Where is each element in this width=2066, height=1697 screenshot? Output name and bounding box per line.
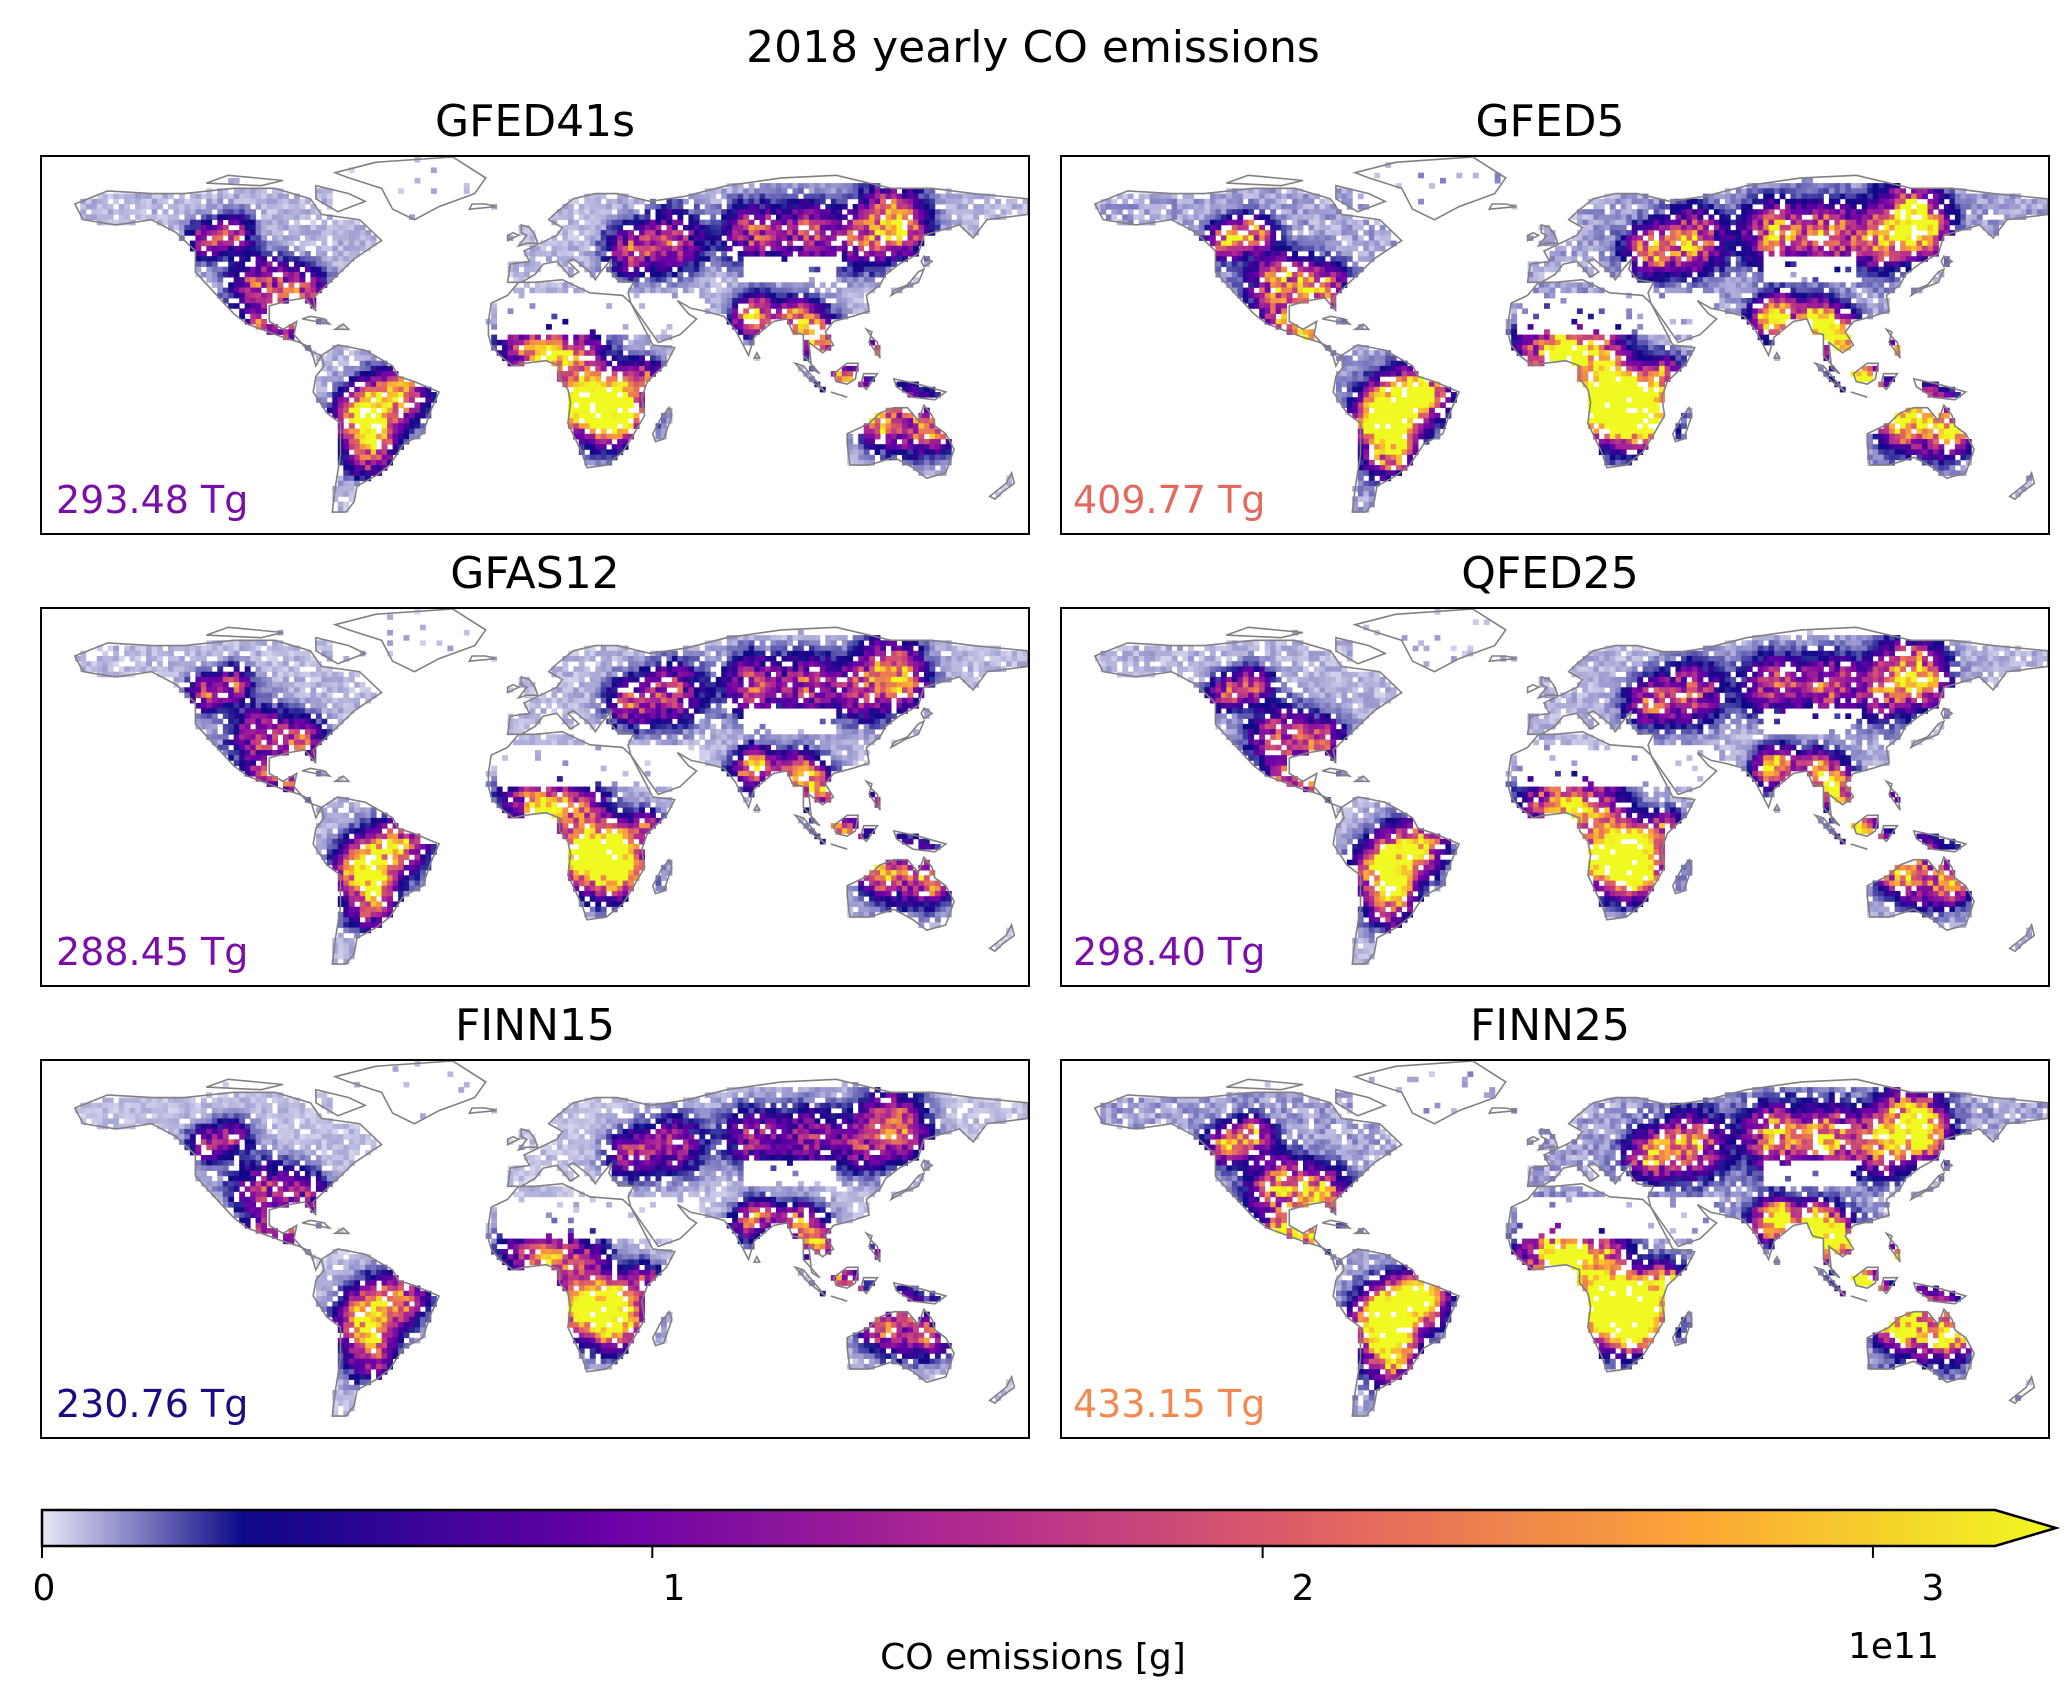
colorbar-tick-1: 1 — [662, 1568, 686, 1609]
coastlines — [73, 609, 1028, 965]
panel-title-gfed5: GFED5 — [1475, 96, 1625, 147]
emission-grid — [74, 609, 1028, 965]
emission-grid — [1094, 609, 2048, 965]
total-finn15: 230.76 Tg — [56, 1382, 249, 1426]
emission-grid — [74, 1061, 1028, 1417]
colorbar-exponent: 1e11 — [1848, 1626, 1939, 1667]
total-finn25: 433.15 Tg — [1073, 1382, 1266, 1426]
coastlines — [73, 157, 1028, 513]
coastlines — [1093, 609, 2048, 965]
panel-title-finn15: FINN15 — [454, 1000, 616, 1051]
coastlines — [73, 1061, 1028, 1417]
map-panel-finn25 — [1060, 1059, 2050, 1439]
emission-grid — [80, 157, 1028, 513]
coastlines — [1093, 1061, 2048, 1417]
total-gfed5: 409.77 Tg — [1073, 478, 1266, 522]
figure-title: 2018 yearly CO emissions — [746, 22, 1320, 73]
total-gfed41s: 293.48 Tg — [56, 478, 249, 522]
map-panel-finn15 — [40, 1059, 1030, 1439]
panel-title-gfed41s: GFED41s — [435, 96, 635, 147]
panel-title-finn25: FINN25 — [1469, 1000, 1631, 1051]
colorbar — [40, 1508, 2060, 1558]
map-panel-gfed41s — [40, 155, 1030, 535]
total-qfed25: 298.40 Tg — [1073, 930, 1266, 974]
map-panel-qfed25 — [1060, 607, 2050, 987]
colorbar-label: CO emissions [g] — [880, 1637, 1186, 1678]
colorbar-tick-0: 0 — [32, 1568, 56, 1609]
total-gfas12: 288.45 Tg — [56, 930, 249, 974]
coastlines — [1093, 157, 2048, 513]
colorbar-tick-3: 3 — [1921, 1568, 1945, 1609]
map-panel-gfed5 — [1060, 155, 2050, 535]
panel-title-qfed25: QFED25 — [1461, 548, 1639, 599]
emission-grid — [1094, 162, 2048, 513]
colorbar-tick-2: 2 — [1291, 1568, 1315, 1609]
map-panel-gfas12 — [40, 607, 1030, 987]
colorbar-body — [40, 1508, 2060, 1548]
emission-grid — [1100, 1071, 2048, 1417]
panel-title-gfas12: GFAS12 — [450, 548, 620, 599]
